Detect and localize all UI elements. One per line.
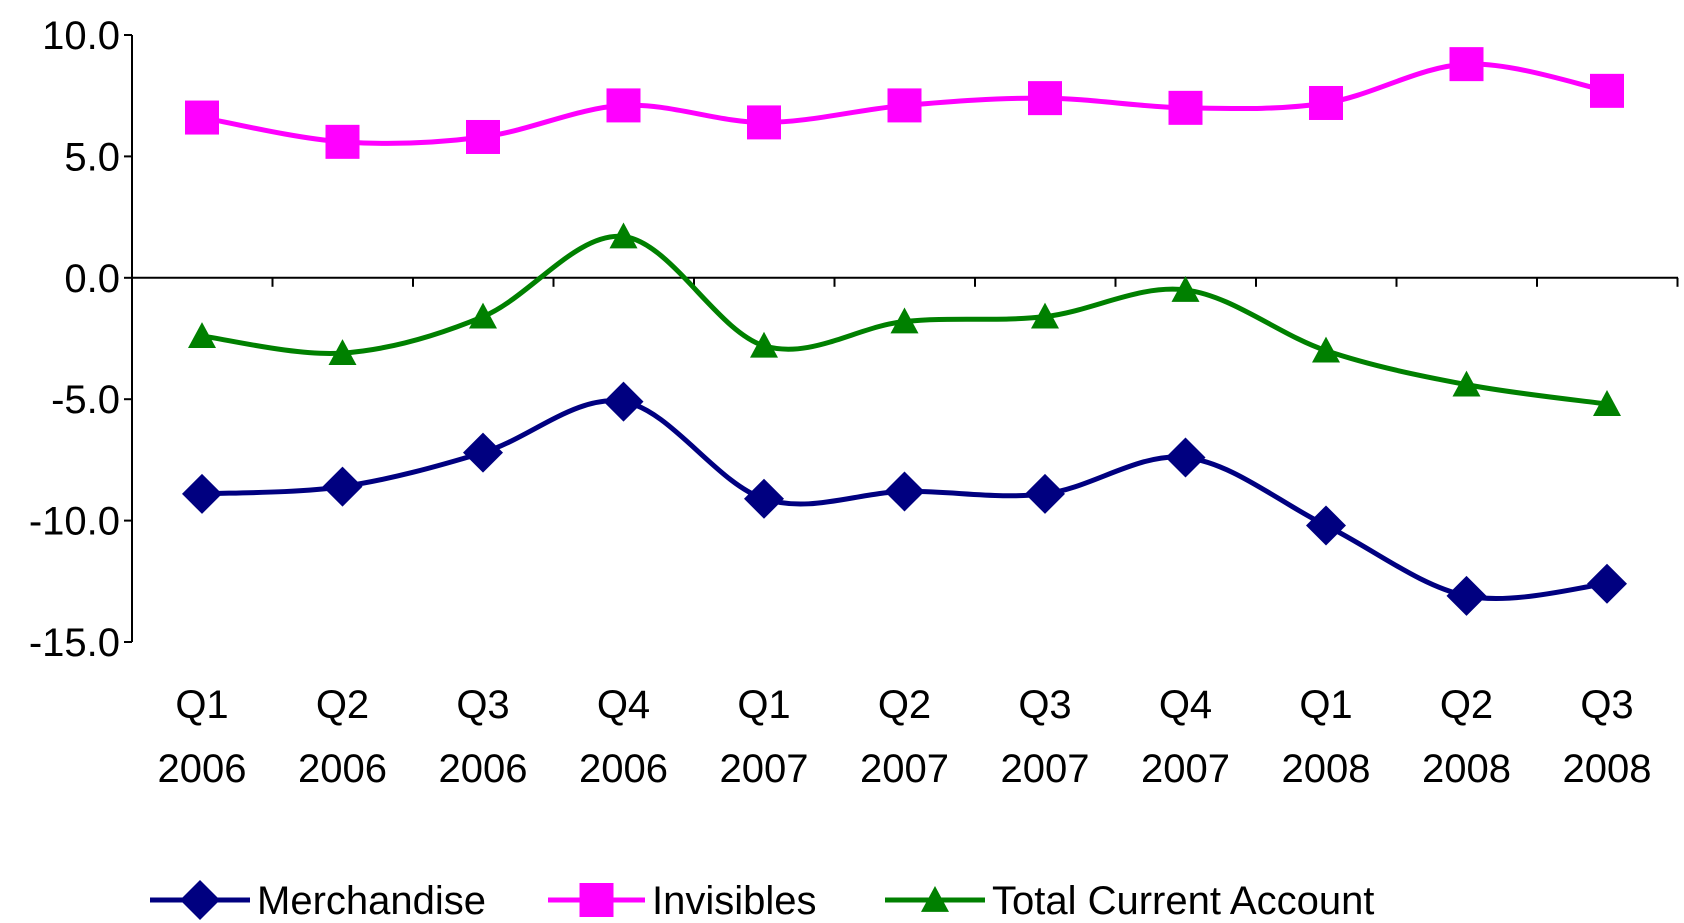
data-point-merchandise [463, 432, 503, 473]
x-tick-label-year: 2008 [1563, 747, 1652, 791]
x-tick-label-year: 2008 [1422, 747, 1511, 791]
x-tick-label-quarter: Q2 [1440, 683, 1493, 727]
data-point-merchandise [1306, 505, 1346, 546]
data-point-merchandise [322, 466, 363, 507]
x-tick-label-year: 2007 [720, 747, 809, 791]
data-point-total-current-account [188, 322, 216, 348]
x-tick-label-year: 2006 [298, 747, 387, 791]
legend-label: Total Current Account [992, 879, 1374, 923]
data-point-total-current-account [609, 222, 638, 249]
x-tick-label-year: 2006 [439, 747, 528, 791]
x-tick-label-quarter: Q1 [1299, 683, 1352, 727]
x-tick-label-year: 2007 [1001, 747, 1090, 791]
data-point-invisibles [1449, 47, 1484, 82]
data-point-invisibles [887, 88, 922, 123]
legend-label: Invisibles [652, 879, 817, 923]
data-point-total-current-account [469, 302, 497, 329]
x-tick-label-year: 2006 [579, 747, 668, 791]
data-point-merchandise [884, 471, 925, 512]
x-tick-label-quarter: Q3 [1018, 683, 1071, 727]
x-tick-label-year: 2007 [860, 747, 949, 791]
legend-marker [180, 880, 220, 920]
y-tick-label: -10.0 [29, 500, 120, 544]
x-axis-labels: Q1 2006 Q2 2006 Q3 2006 Q4 2006 Q1 2007 Q2 2007 Q3 20… [158, 683, 1652, 791]
data-point-total-current-account [750, 331, 778, 358]
data-point-invisibles [747, 105, 781, 140]
x-tick-label-quarter: Q2 [316, 683, 369, 727]
data-point-merchandise [603, 381, 644, 422]
data-point-invisibles [1309, 85, 1343, 120]
legend: Merchandise Invisibles Total Current Accou… [150, 879, 1374, 923]
x-tick-label-quarter: Q3 [456, 683, 509, 727]
series-layer [182, 47, 1627, 616]
data-point-total-current-account [1593, 390, 1621, 416]
data-point-merchandise [744, 478, 784, 519]
data-point-total-current-account [328, 339, 357, 365]
data-point-total-current-account [1452, 370, 1481, 397]
series-total-current-account [188, 222, 1621, 416]
x-tick-label-quarter: Q3 [1580, 683, 1633, 727]
series-merchandise [182, 381, 1627, 616]
y-tick-label: -5.0 [51, 378, 120, 422]
data-point-merchandise [1025, 473, 1065, 514]
x-tick-label-year: 2006 [158, 747, 247, 791]
data-point-total-current-account [890, 307, 919, 334]
legend-item-invisibles: Invisibles [548, 879, 817, 923]
data-point-merchandise [1587, 563, 1627, 604]
axes: 10.0 5.0 0.0 -5.0 -10.0 -15.0 [29, 14, 1679, 665]
data-point-invisibles [606, 88, 641, 123]
y-tick-label: -15.0 [29, 621, 120, 665]
data-point-merchandise [1165, 437, 1206, 478]
data-point-merchandise [182, 473, 222, 514]
data-point-total-current-account [1171, 275, 1200, 302]
series-line-total-current-account [199, 234, 1610, 407]
y-tick-label: 0.0 [64, 257, 120, 301]
x-tick-label-quarter: Q1 [175, 683, 228, 727]
x-tick-label-quarter: Q2 [878, 683, 931, 727]
data-point-invisibles [1590, 73, 1624, 108]
x-tick-label-quarter: Q4 [1159, 683, 1212, 727]
data-point-invisibles [185, 100, 219, 135]
data-point-invisibles [1168, 90, 1203, 125]
data-point-invisibles [325, 124, 360, 159]
series-invisibles [185, 47, 1624, 159]
legend-marker [921, 886, 949, 912]
x-tick-label-year: 2008 [1282, 747, 1371, 791]
legend-item-total-current-account: Total Current Account [885, 879, 1374, 923]
data-point-total-current-account [1031, 302, 1059, 329]
y-tick-label: 10.0 [42, 14, 120, 58]
data-point-invisibles [1028, 81, 1062, 116]
legend-label: Merchandise [257, 879, 486, 923]
legend-marker [579, 883, 614, 917]
data-point-total-current-account [1312, 336, 1340, 363]
x-tick-label-year: 2007 [1141, 747, 1230, 791]
data-point-invisibles [466, 119, 500, 154]
data-point-merchandise [1446, 575, 1487, 616]
x-tick-label-quarter: Q1 [737, 683, 790, 727]
y-tick-label: 5.0 [64, 135, 120, 179]
legend-item-merchandise: Merchandise [150, 879, 486, 923]
x-tick-label-quarter: Q4 [597, 683, 650, 727]
